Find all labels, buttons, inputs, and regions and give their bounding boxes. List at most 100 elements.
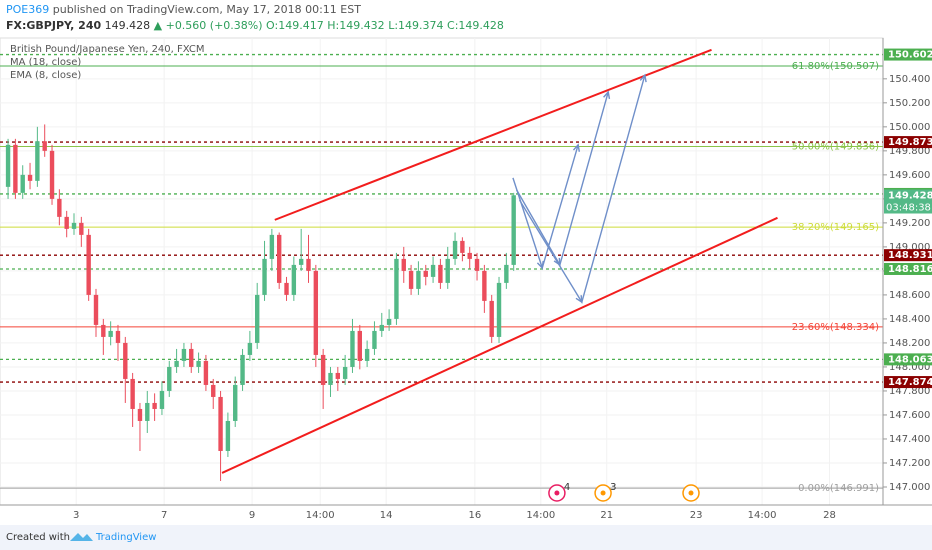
candle-body xyxy=(42,141,47,151)
candle-body xyxy=(474,258,480,271)
level-tag-label: 150.602 xyxy=(888,50,932,61)
y-tick-label: 147.600 xyxy=(889,410,930,421)
x-tick-label: 16 xyxy=(468,510,481,521)
candle-body xyxy=(71,222,77,229)
candle-body xyxy=(452,240,458,259)
candle-body xyxy=(364,348,370,361)
candle-body xyxy=(438,264,443,283)
candle-body xyxy=(137,408,143,421)
level-tag xyxy=(884,262,932,275)
candle-body xyxy=(284,282,289,295)
candle-body xyxy=(101,324,106,337)
candle-body xyxy=(86,234,91,295)
candle-body xyxy=(13,144,18,193)
y-tick-label: 150.400 xyxy=(889,74,930,85)
candle-body xyxy=(181,348,187,361)
close: C:149.428 xyxy=(447,19,504,32)
candle-body xyxy=(372,330,377,349)
candle-body xyxy=(218,396,223,451)
low: L:149.374 xyxy=(388,19,443,32)
plot: 61.80%(150.507) 50.00%(149.836) 38.20%(149… xyxy=(0,38,883,505)
candle-body xyxy=(35,141,40,181)
x-tick-label: 9 xyxy=(249,510,255,521)
candle-body xyxy=(445,258,450,283)
footer-created: Created with xyxy=(6,532,70,543)
candle-body xyxy=(240,354,245,385)
candle-body xyxy=(57,198,62,217)
footer-bg xyxy=(0,525,932,550)
candle-body xyxy=(467,252,472,259)
header-bg xyxy=(0,0,932,38)
quote-line: FX:GBPJPY, 240 149.428 ▲ +0.560 (+0.38%)… xyxy=(6,19,504,32)
candle-body xyxy=(5,144,11,187)
author[interactable]: POE369 xyxy=(6,3,49,16)
arrow-head xyxy=(572,143,581,152)
indicator-label: EMA (8, close) xyxy=(10,70,81,81)
candle-body xyxy=(233,384,238,421)
fib-label: 23.60%(148.334) xyxy=(792,322,879,333)
candle-body xyxy=(167,366,172,391)
candle-body xyxy=(174,360,179,367)
candle-body xyxy=(379,324,384,331)
level-tag-label: 148.063 xyxy=(888,354,932,365)
candle-body xyxy=(269,234,275,259)
candle-body xyxy=(313,270,319,355)
event-dot xyxy=(554,490,560,496)
candle-body xyxy=(394,258,399,319)
candle-body xyxy=(350,330,355,367)
indicator-label: MA (18, close) xyxy=(10,57,81,68)
candle-body xyxy=(262,258,267,295)
price-tag-label: 149.428 xyxy=(888,191,932,202)
candle-body xyxy=(64,216,69,229)
candle-body xyxy=(130,378,135,409)
level-tag-label: 147.874 xyxy=(888,377,932,388)
y-tick-label: 147.400 xyxy=(889,434,930,445)
y-tick-label: 150.000 xyxy=(889,122,930,133)
event-dot xyxy=(600,490,606,496)
x-tick-label: 14:00 xyxy=(306,510,335,521)
fib-label: 61.80%(150.507) xyxy=(792,61,879,72)
y-tick-label: 147.200 xyxy=(889,458,930,469)
candle-body xyxy=(423,270,428,277)
candle-body xyxy=(320,354,326,385)
candle-body xyxy=(408,270,414,289)
x-tick-label: 7 xyxy=(161,510,167,521)
candle-body xyxy=(504,264,509,283)
symbol: FX:GBPJPY, 240 xyxy=(6,19,101,32)
candle-body xyxy=(416,270,421,289)
event-dot xyxy=(688,490,694,496)
countdown: 03:48:38 xyxy=(886,203,931,214)
level-tag-label: 148.931 xyxy=(888,250,932,261)
candle-body xyxy=(115,330,121,343)
candle-body xyxy=(298,258,304,265)
trend-line xyxy=(274,48,712,221)
level-tag xyxy=(884,353,932,366)
candle-body xyxy=(386,318,392,325)
candle-body xyxy=(123,342,128,379)
candle-body xyxy=(460,240,465,253)
footer-brand[interactable]: TradingView xyxy=(95,532,156,543)
fib-label: 0.00%(146.991) xyxy=(798,483,879,494)
fib-label: 38.20%(149.165) xyxy=(792,222,879,233)
open: O:149.417 xyxy=(266,19,324,32)
y-tick-label: 149.800 xyxy=(889,146,930,157)
candle-body xyxy=(247,342,253,355)
y-tick-label: 148.400 xyxy=(889,314,930,325)
event-count: 3 xyxy=(610,482,616,493)
candle-body xyxy=(196,360,201,367)
y-tick-label: 148.000 xyxy=(889,362,930,373)
level-tag xyxy=(884,136,932,149)
candle-body xyxy=(489,300,494,337)
candle-body xyxy=(401,258,406,271)
y-tick-label: 149.200 xyxy=(889,218,930,229)
level-tag-label: 148.816 xyxy=(888,264,932,275)
y-tick-label: 149.000 xyxy=(889,242,930,253)
y-tick-label: 148.600 xyxy=(889,290,930,301)
chart-title: British Pound/Japanese Yen, 240, FXCM xyxy=(10,44,205,55)
candle-body xyxy=(255,294,260,343)
y-tick-label: 150.200 xyxy=(889,98,930,109)
candle-body xyxy=(27,174,33,181)
level-tag xyxy=(884,249,932,262)
